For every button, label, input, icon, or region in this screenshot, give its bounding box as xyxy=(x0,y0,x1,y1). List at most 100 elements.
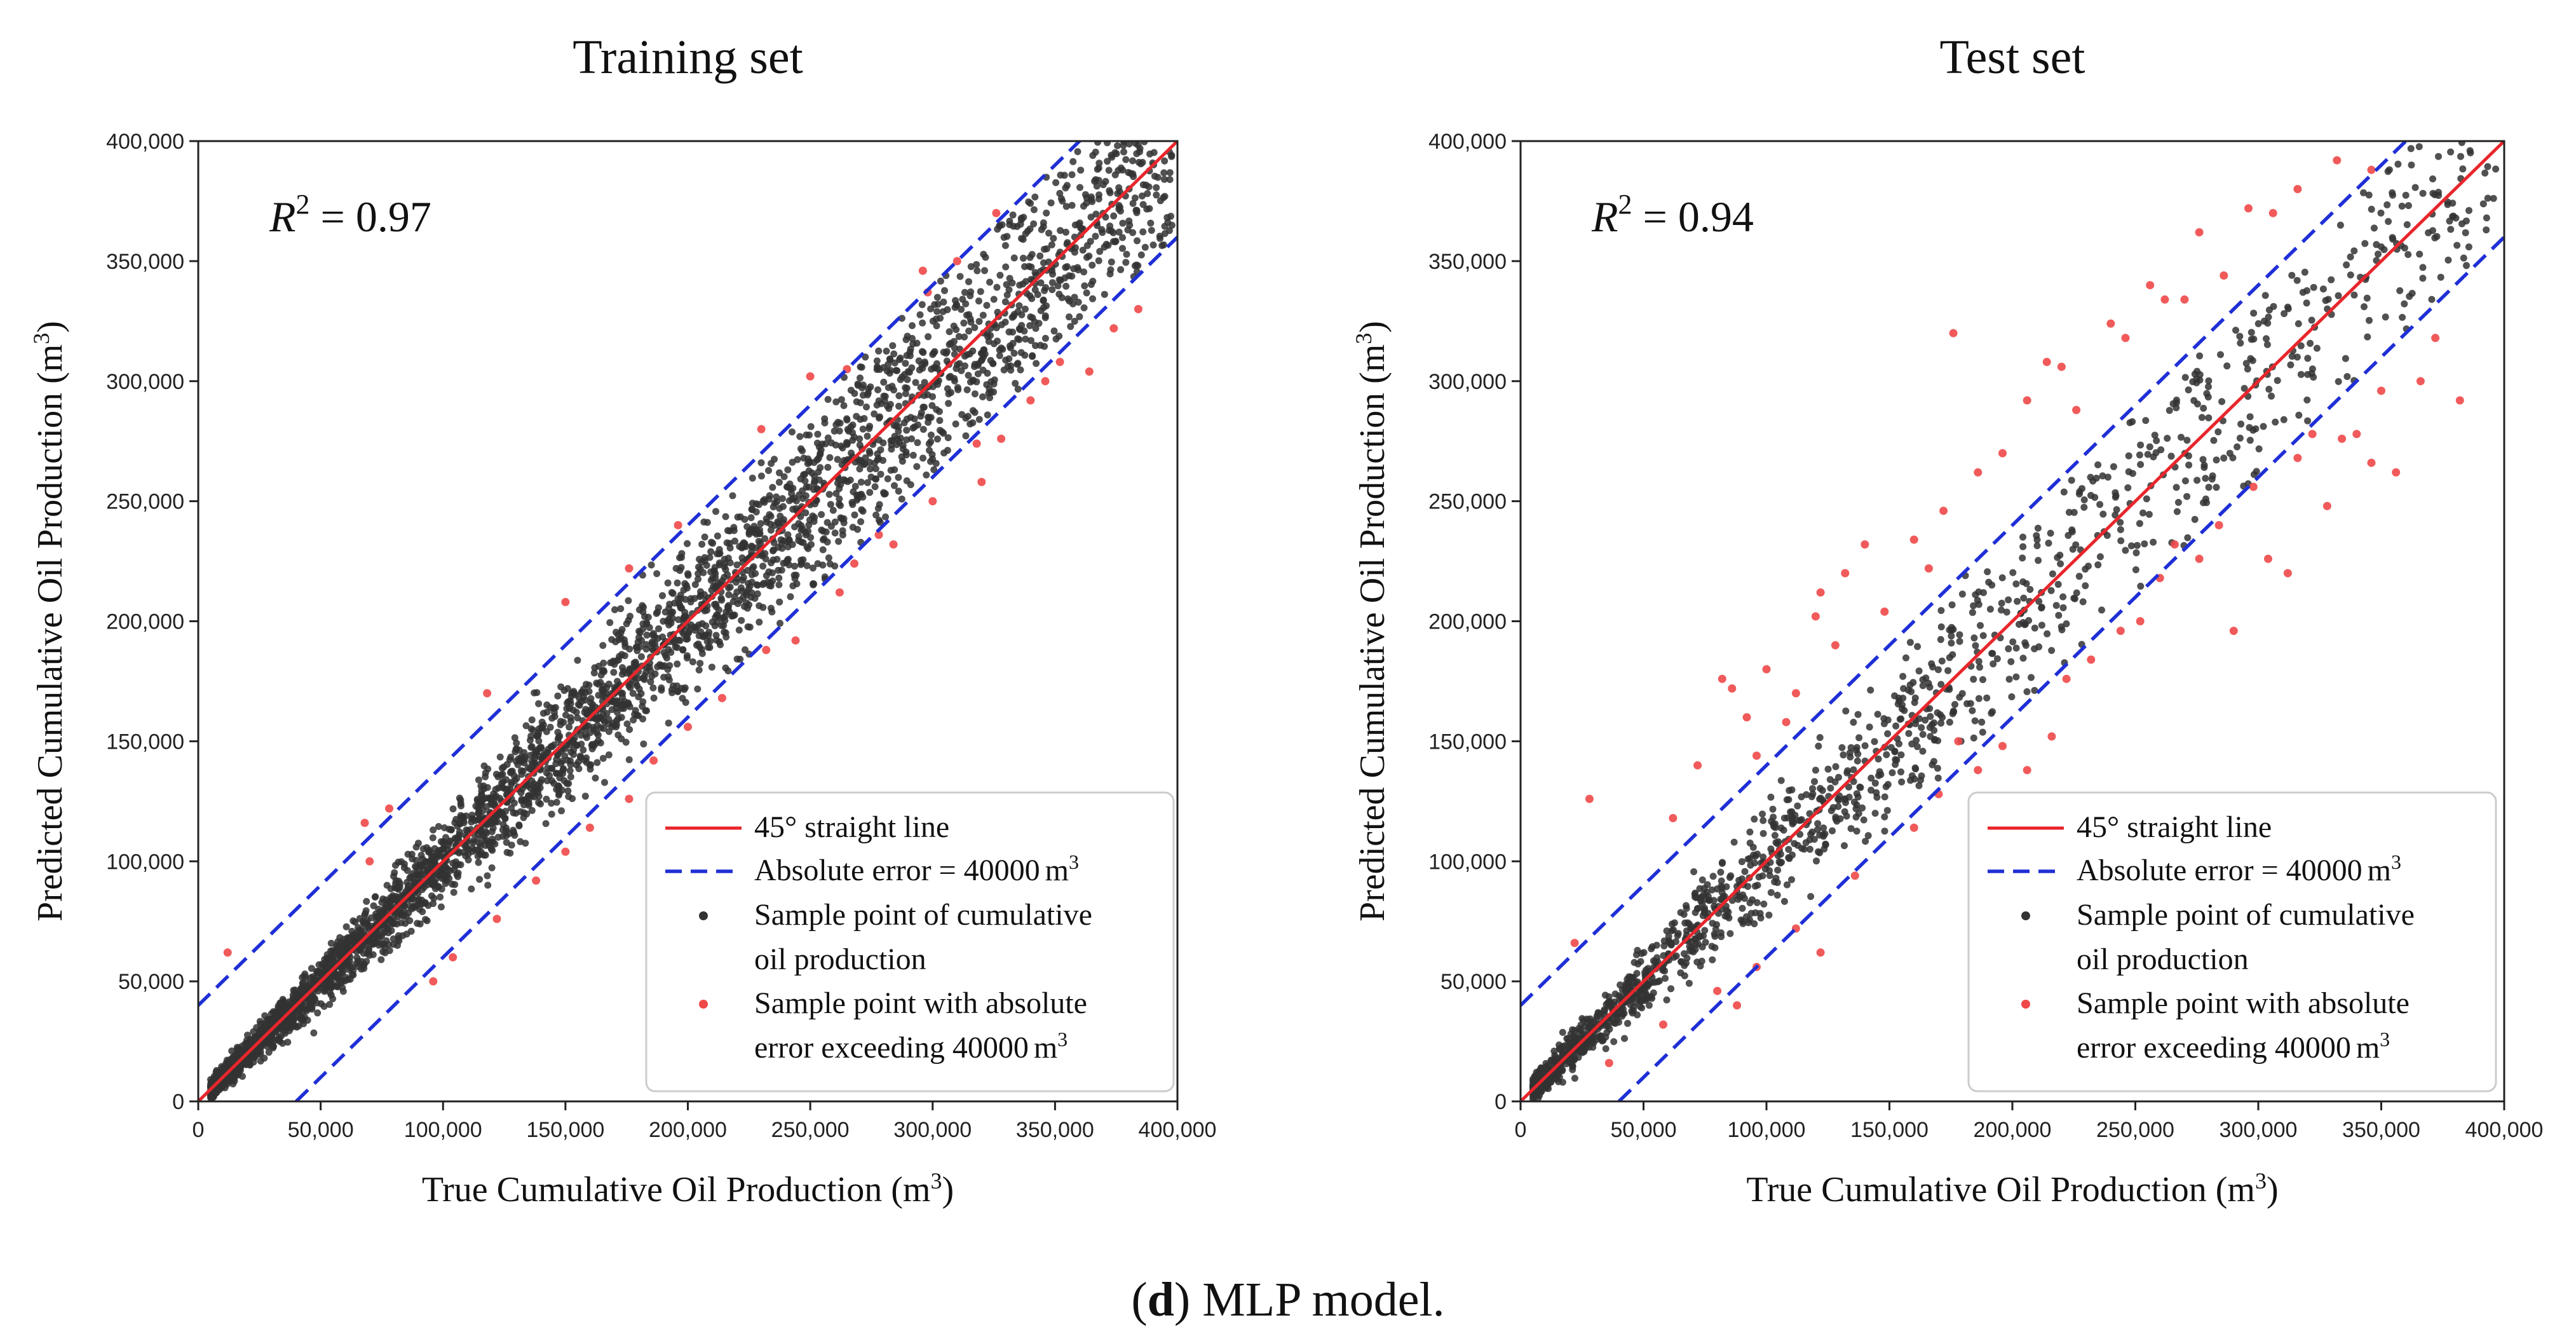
sample-point xyxy=(931,348,939,355)
sample-point xyxy=(1949,651,1956,658)
sample-point xyxy=(769,503,777,511)
sample-point xyxy=(751,595,759,602)
sample-point xyxy=(876,519,884,526)
sample-point xyxy=(1866,723,1873,731)
sample-point xyxy=(457,796,464,804)
sample-point xyxy=(931,301,939,308)
sample-point xyxy=(754,582,761,589)
error-sample-point xyxy=(972,439,981,448)
sample-point xyxy=(1927,712,1934,720)
sample-point xyxy=(1603,1029,1611,1037)
sample-point xyxy=(994,337,1001,345)
sample-point xyxy=(792,571,800,579)
sample-point xyxy=(2303,396,2311,404)
sample-point xyxy=(2274,377,2281,385)
sample-point xyxy=(1041,343,1048,350)
sample-point xyxy=(797,513,804,521)
sample-point xyxy=(2284,305,2292,313)
sample-point xyxy=(1854,711,1862,718)
sample-point xyxy=(2054,581,2062,588)
sample-point xyxy=(824,396,832,403)
sample-point xyxy=(933,308,941,315)
sample-point xyxy=(476,815,484,822)
sample-point xyxy=(2428,296,2436,303)
sample-point xyxy=(943,357,951,365)
sample-point xyxy=(1571,1075,1578,1082)
sample-point xyxy=(722,608,730,616)
sample-point xyxy=(1168,221,1176,229)
sample-point xyxy=(865,458,873,466)
sample-point xyxy=(746,623,754,631)
sample-point xyxy=(1001,242,1009,249)
sample-point xyxy=(1972,642,1979,650)
y-axis-unit: m xyxy=(31,344,70,372)
sample-point xyxy=(289,1021,297,1028)
sample-point xyxy=(796,491,803,499)
sample-point xyxy=(824,538,831,546)
sample-point xyxy=(930,466,938,473)
sample-point xyxy=(561,752,569,759)
sample-point xyxy=(386,898,393,906)
error-sample-point xyxy=(223,948,232,957)
sample-point xyxy=(571,734,578,742)
sample-point xyxy=(601,779,608,786)
sample-point xyxy=(984,411,991,419)
sample-point xyxy=(1971,717,1979,725)
sample-point xyxy=(542,749,550,757)
sample-point xyxy=(1934,765,1941,772)
error-sample-point xyxy=(1026,396,1035,405)
legend-label-line2: oil production xyxy=(754,943,926,976)
sample-point xyxy=(1794,802,1801,810)
sample-point xyxy=(2045,540,2052,547)
sample-point xyxy=(766,511,773,519)
sample-point xyxy=(1979,676,1986,683)
sample-point xyxy=(2080,496,2088,503)
sample-point xyxy=(2382,313,2389,321)
sample-point xyxy=(965,327,973,335)
legend-label-line2: error exceeding 40000 m3 xyxy=(754,1028,1068,1065)
sample-point xyxy=(1124,226,1132,234)
black-points-series xyxy=(207,141,1176,1101)
sample-point xyxy=(1893,756,1901,764)
sample-point xyxy=(1807,893,1815,901)
error-sample-point xyxy=(684,723,692,732)
sample-point xyxy=(895,473,902,481)
sample-point xyxy=(912,379,919,386)
sample-point xyxy=(946,341,953,348)
sample-point xyxy=(272,1028,279,1035)
sample-point xyxy=(1949,710,1956,718)
sample-point xyxy=(725,602,733,609)
error-sample-point xyxy=(429,977,438,986)
sample-point xyxy=(2019,533,2026,541)
sample-point xyxy=(563,705,571,712)
sample-point xyxy=(1131,194,1139,201)
y-tick-label: 350,000 xyxy=(106,250,184,274)
y-axis-label: Predicted Cumulative Oil Production (m3) xyxy=(29,321,70,922)
sample-point xyxy=(963,386,971,393)
sample-point xyxy=(533,689,541,697)
sample-point xyxy=(1601,991,1609,999)
sample-point xyxy=(726,559,734,566)
sample-point xyxy=(896,356,904,364)
sample-point xyxy=(2044,630,2051,637)
sample-point xyxy=(1847,753,1854,761)
sample-point xyxy=(2021,620,2029,628)
sample-point xyxy=(784,466,792,473)
sample-point xyxy=(1937,636,1944,643)
sample-point xyxy=(757,540,764,547)
sample-point xyxy=(649,631,656,639)
sample-point xyxy=(507,753,515,761)
sample-point xyxy=(839,527,846,534)
sample-point xyxy=(1001,298,1009,306)
sample-point xyxy=(2136,520,2143,527)
sample-point xyxy=(898,315,905,322)
sample-point xyxy=(851,482,859,490)
sample-point xyxy=(503,824,510,832)
sample-point xyxy=(224,1060,231,1068)
sample-point xyxy=(1948,601,1956,609)
sample-point xyxy=(565,793,573,800)
sample-point xyxy=(1063,263,1071,270)
sample-point xyxy=(2070,508,2078,516)
sample-point xyxy=(1826,776,1834,784)
sample-point xyxy=(1129,157,1136,165)
